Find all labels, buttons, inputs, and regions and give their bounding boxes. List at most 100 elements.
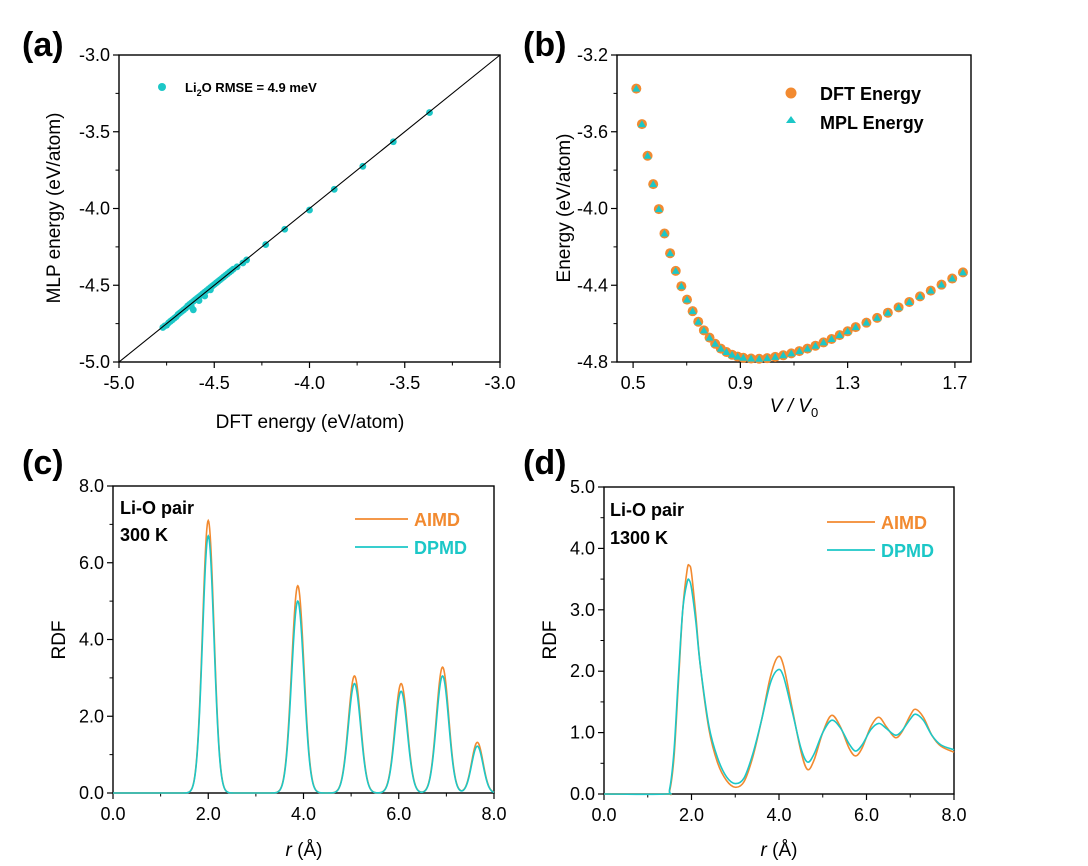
panel-c-y-tick-label: 4.0 [79,630,104,650]
panel-c-line-dpmd [113,534,495,794]
panel-b-plot-area: 0.5 0.9 1.3 1.7 -4.8 -4.4 -4.0 -3.6 -3.2 [577,45,972,393]
panel-b-y-tick-label: -3.6 [577,122,608,142]
panel-c-legend-label-dpmd: DPMD [414,538,467,558]
panel-d-y-axis-label: RDF [540,620,561,659]
panel-c-y-tick-label: 2.0 [79,706,104,726]
panel-b-mpl-point [883,308,892,316]
panel-b-mpl-point [677,282,686,290]
panel-b-mpl-point [771,352,780,360]
panel-b-mpl-point [948,274,957,282]
panel-b-mpl-point [728,350,737,358]
panel-b-mpl-point [722,348,731,356]
panel-a-x-tick-label: -4.0 [294,373,325,393]
panel-d-y-tick-label: 3.0 [570,600,595,620]
panel-d-y-tick-label: 5.0 [570,477,595,497]
panel-c-legend-label-aimd: AIMD [414,510,460,530]
panel-a-legend: Li2O RMSE = 4.9 meV [158,80,317,98]
panel-b-legend-marker-mpl [786,116,796,123]
panel-c-annotation-temperature: 300 K [120,525,168,545]
panel-b-x-tick-label: 0.9 [728,373,753,393]
panel-a: (a) -5.0 -4.5 -4.0 -3.5 -3.0 -5.0 -4.5 -4.0 -3.5… [22,26,516,433]
panel-b-mpl-point [660,229,669,237]
panel-b-mpl-point [916,292,925,300]
panel-b-mpl-point [811,341,820,349]
panel-b-mpl-point [803,344,812,352]
panel-b-mpl-point [795,347,804,355]
panel-d-y-tick-label: 0.0 [570,784,595,804]
panel-c-x-tick-label: 4.0 [291,804,316,824]
panel-d-x-axis-label: r (Å) [761,840,798,861]
panel-b-legend-label-mpl: MPL Energy [820,113,924,133]
panel-d-y-tick-label: 2.0 [570,661,595,681]
panel-a-x-tick-label: -3.0 [484,373,515,393]
panel-a-y-tick-label: -3.0 [79,45,110,65]
panel-b-mpl-point [671,266,680,274]
panel-a-y-axis-label: MLP energy (eV/atom) [44,113,65,304]
panel-d-x-tick-label: 8.0 [941,805,966,825]
panel-b-mpl-point [851,323,860,331]
panel-c-y-tick-label: 0.0 [79,783,104,803]
panel-a-data-point [306,206,313,214]
panel-b-mpl-point [835,331,844,339]
panel-b-mpl-point [894,303,903,311]
panel-b-x-tick-label: 0.5 [621,373,646,393]
panel-b-legend-label-dft: DFT Energy [820,84,921,104]
panel-c-legend: AIMD DPMD [355,510,467,558]
panel-label-d: (d) [523,444,566,482]
panel-c-y-tick-label: 8.0 [79,476,104,496]
panel-b-mpl-point [666,249,675,257]
panel-b-mpl-point [755,354,764,362]
panel-b-mpl-point [779,351,788,359]
panel-a-y-tick-label: -5.0 [79,352,110,372]
panel-d-annotation-pair: Li-O pair [610,500,684,520]
panel-b-mpl-point [688,307,697,315]
panel-d-legend-label-aimd: AIMD [881,513,927,533]
panel-c-x-axis-label: r (Å) [286,840,323,861]
panel-a-plot-area: -5.0 -4.5 -4.0 -3.5 -3.0 -5.0 -4.5 -4.0 -3.5 -3.0 [79,45,516,393]
panel-a-y-tick-label: -4.0 [79,199,110,219]
panel-b-mpl-point [827,334,836,342]
panel-a-y-tick-label: -4.5 [79,275,110,295]
panel-d-legend-label-dpmd: DPMD [881,541,934,561]
panel-d-x-tick-label: 4.0 [766,805,791,825]
panel-b-mpl-point [843,327,852,335]
panel-a-x-axis-label: DFT energy (eV/atom) [216,412,405,433]
panel-label-c: (c) [22,444,64,482]
panel-a-x-tick-label: -4.5 [199,373,230,393]
panel-b-mpl-point [682,295,691,303]
panel-a-data-point [207,286,214,294]
panel-b: (b) 0.5 0.9 1.3 1.7 -4.8 -4.4 -4.0 -3.6 -3.2 V /… [523,26,972,420]
panel-c-x-tick-label: 8.0 [481,804,506,824]
panel-c-y-tick-label: 6.0 [79,553,104,573]
panel-a-parity-line [118,54,501,363]
panel-b-y-tick-label: -4.8 [577,352,608,372]
panel-a-x-tick-label: -5.0 [103,373,134,393]
panel-b-mpl-point [862,318,871,326]
panel-b-mpl-point [643,151,652,159]
panel-b-x-tick-label: 1.7 [942,373,967,393]
panel-b-mpl-point [649,180,658,188]
panel-d-line-aimd [603,563,955,796]
panel-b-mpl-point [747,354,756,362]
panel-c-frame [112,485,495,794]
panel-b-mpl-point [632,84,641,92]
panel-b-mpl-point [694,317,703,325]
panel-b-mpl-point [937,280,946,288]
panel-b-mpl-point [819,338,828,346]
panel-b-mpl-point [637,120,646,128]
panel-b-mpl-point [705,333,714,341]
panel-b-mpl-point [733,352,742,360]
panel-d-y-tick-label: 4.0 [570,538,595,558]
panel-b-mpl-point [763,354,772,362]
panel-c-x-tick-label: 2.0 [196,804,221,824]
panel-c-x-tick-label: 6.0 [386,804,411,824]
panel-b-mpl-point [787,349,796,357]
panel-c: (c) 0.0 2.0 4.0 6.0 8.0 0.0 2.0 4.0 6.0 8.0 r (Å)… [22,444,507,861]
panel-d-x-tick-label: 6.0 [854,805,879,825]
panel-a-y-tick-label: -3.5 [79,122,110,142]
panel-b-mpl-point [958,268,967,276]
panel-d-legend: AIMD DPMD [827,513,934,561]
panel-c-x-tick-label: 0.0 [100,804,125,824]
panel-a-legend-marker [158,83,166,91]
